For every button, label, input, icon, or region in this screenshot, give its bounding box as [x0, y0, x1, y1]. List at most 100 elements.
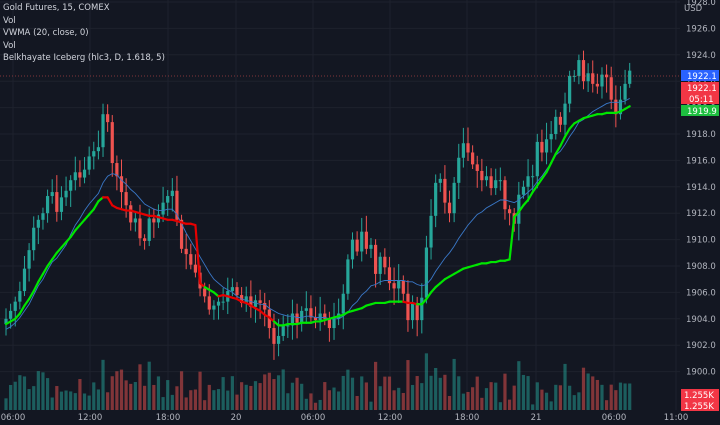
- volume-bar: [434, 367, 438, 410]
- volume-bar: [494, 382, 498, 410]
- candle-body: [203, 288, 207, 297]
- iceberg-line: [4, 105, 631, 327]
- volume-bar: [304, 398, 308, 410]
- volume-bar: [166, 380, 170, 410]
- volume-bar: [115, 371, 119, 410]
- candle-body: [161, 202, 165, 215]
- legend-belkhayate[interactable]: Belkhayate Iceberg (hlc3, D, 1.618, 5): [3, 53, 165, 63]
- candle-body: [401, 280, 405, 294]
- volume-bar: [207, 384, 211, 410]
- price-tag-last: 1922.1: [681, 82, 719, 94]
- candle-body: [461, 143, 465, 158]
- candle-body: [179, 219, 184, 249]
- volume-bar: [59, 391, 64, 410]
- candle-body: [429, 215, 433, 248]
- iceberg-segment: [41, 264, 49, 276]
- candle-body: [96, 147, 100, 152]
- volume-bar: [415, 376, 419, 410]
- volume-bar: [276, 375, 281, 410]
- volume-bars: [4, 353, 632, 410]
- price-axis-currency: USD: [684, 4, 703, 14]
- vwma-tag-bg: [681, 105, 719, 116]
- candle-body: [586, 73, 590, 82]
- price-tick-label: 1928.0: [686, 0, 716, 8]
- volume-bar: [364, 382, 368, 410]
- volume-bar: [9, 385, 13, 410]
- iceberg-segment: [536, 177, 544, 187]
- volume-bar: [517, 361, 521, 410]
- price-tag-top: 1922.1: [681, 70, 719, 82]
- candle-body: [115, 163, 119, 177]
- candle-body: [272, 328, 276, 344]
- price-tick-label: 1918.0: [686, 130, 716, 140]
- candle-body: [609, 77, 613, 100]
- legend-vol-2[interactable]: Vol: [3, 40, 16, 51]
- volume-bar: [69, 391, 73, 410]
- iceberg-segment: [526, 190, 534, 202]
- iceberg-segment: [92, 200, 100, 211]
- candle-body: [221, 301, 225, 303]
- volume-bar: [147, 361, 151, 410]
- volume-bar: [360, 376, 364, 410]
- legend-vol-1[interactable]: Vol: [3, 15, 16, 26]
- candle-body: [410, 302, 415, 321]
- volume-bar: [443, 374, 447, 410]
- candle-body: [22, 268, 27, 292]
- candle-body: [143, 238, 147, 241]
- time-tick-label: 06:00: [602, 413, 627, 423]
- iceberg-segment: [51, 251, 58, 261]
- volume-bar: [32, 386, 36, 410]
- volume-bar: [558, 385, 562, 410]
- volume-bar: [258, 383, 262, 410]
- time-tick-label: 12:00: [78, 413, 103, 423]
- volume-bar: [526, 376, 530, 410]
- candle-body: [101, 114, 105, 148]
- volume-bar: [309, 393, 313, 410]
- volume-bar: [489, 382, 493, 410]
- volume-bar: [480, 397, 484, 410]
- volume-bar: [318, 399, 322, 410]
- volume-bar: [521, 374, 526, 410]
- volume-bar: [392, 390, 396, 410]
- countdown-tag-text: 05:11: [689, 95, 714, 105]
- candle-body: [212, 305, 216, 310]
- candle-body: [138, 218, 142, 239]
- candle-body: [383, 256, 387, 268]
- iceberg-segment: [46, 258, 54, 268]
- volume-bar: [110, 376, 114, 410]
- candle-body: [119, 176, 124, 193]
- candle-body: [480, 170, 484, 181]
- candle-body: [129, 205, 133, 223]
- candle-body: [106, 114, 110, 123]
- volume-bar: [249, 385, 253, 410]
- candle-body: [392, 283, 396, 289]
- iceberg-segment: [559, 135, 567, 147]
- volume-bar: [138, 364, 142, 410]
- candle-body: [184, 248, 188, 255]
- volume-bar: [87, 395, 91, 410]
- iceberg-segment: [623, 105, 631, 111]
- volume-bar: [272, 379, 276, 410]
- candle-body: [600, 74, 604, 87]
- candle-body: [628, 70, 632, 84]
- candle-body: [406, 293, 410, 321]
- iceberg-segment: [88, 208, 95, 216]
- vwma-tag: 1919.9: [681, 105, 719, 117]
- candle-body: [387, 267, 392, 284]
- volume-bar: [300, 383, 304, 410]
- time-axis-ticks[interactable]: 06:00 12:00 18:00 20 06:00 12:00 18:00 21 06:00 1…: [1, 413, 689, 423]
- volume-bar: [203, 400, 207, 410]
- volume-bar: [323, 382, 327, 410]
- candle-body: [466, 143, 470, 153]
- iceberg-segment: [106, 196, 114, 207]
- candle-body: [424, 247, 429, 298]
- candle-body: [595, 83, 599, 87]
- legend-vwma[interactable]: VWMA (20, close, 0): [3, 28, 89, 38]
- legend-title[interactable]: Gold Futures, 15, COMEX: [3, 3, 110, 13]
- price-axis-ticks: USD 1928.01926.01924.01922.01920.01918.0…: [684, 0, 716, 378]
- iceberg-segment: [37, 272, 45, 283]
- candle-body: [55, 192, 59, 212]
- price-tick-label: 1924.0: [686, 51, 716, 61]
